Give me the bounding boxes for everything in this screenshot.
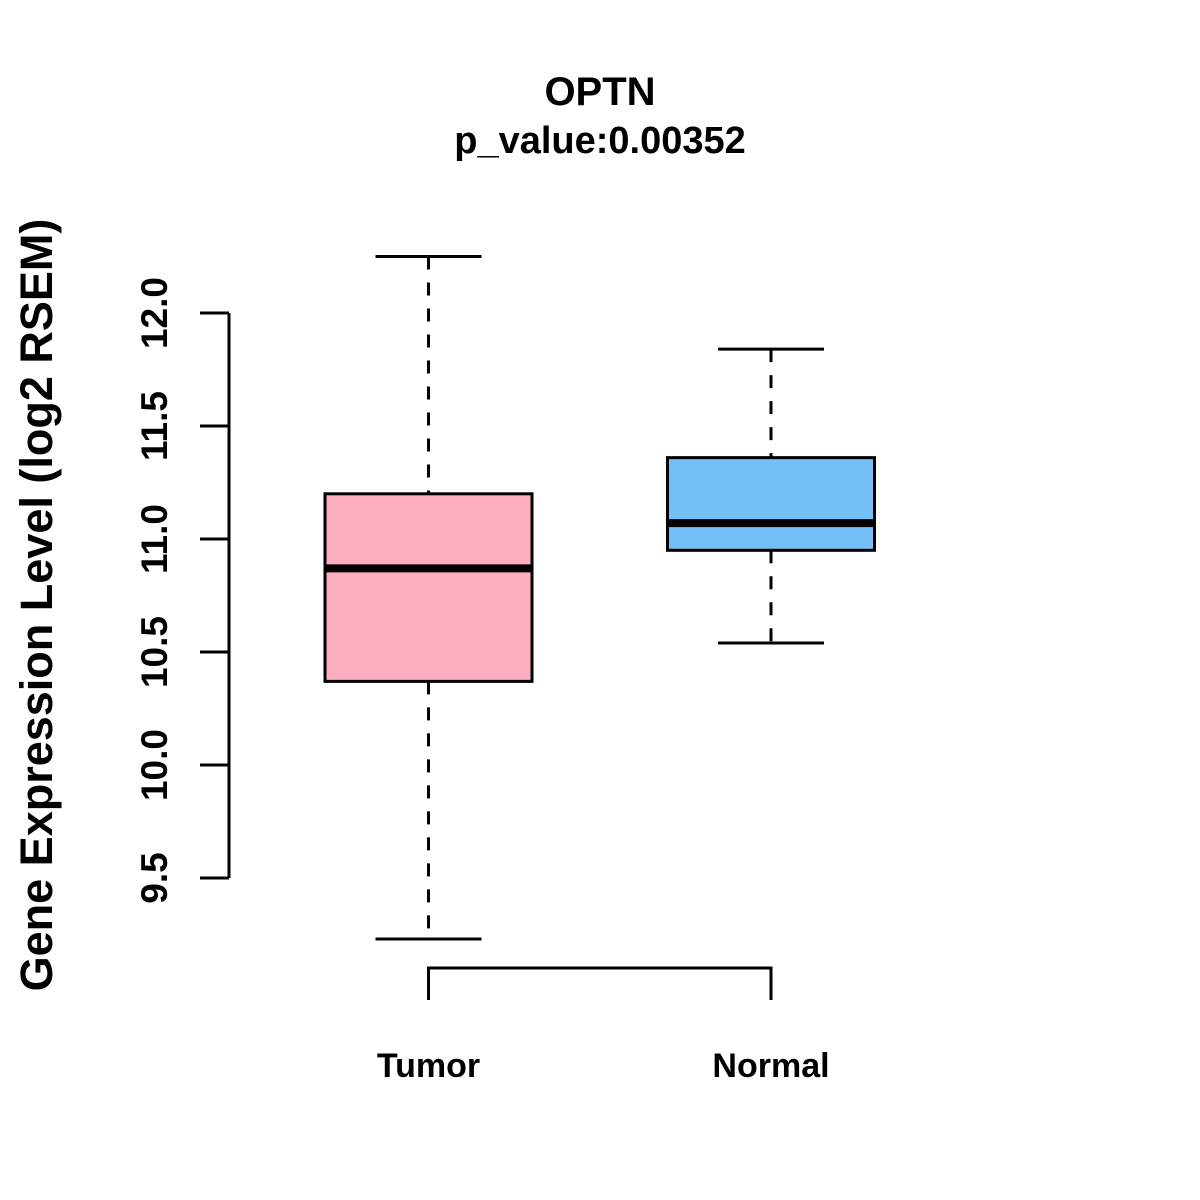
y-tick-label: 9.5 <box>134 852 175 903</box>
tumor-box <box>323 492 534 683</box>
chart-title: OPTN <box>544 70 655 114</box>
x-category-label-normal: Normal <box>712 1047 829 1085</box>
y-tick-label: 10.5 <box>134 616 175 688</box>
y-tick-label: 10.0 <box>134 729 175 801</box>
plot-area: Tumor Normal <box>323 255 876 1085</box>
y-tick-label: 11.5 <box>134 391 175 461</box>
y-tick-label: 11.0 <box>134 504 175 574</box>
normal-box <box>666 456 876 552</box>
chart-subtitle: p_value:0.00352 <box>454 120 746 162</box>
y-tick-label: 12.0 <box>134 277 175 349</box>
y-axis: 9.5 10.0 10.5 11.0 11.5 12.0 <box>134 277 231 904</box>
x-category-label-tumor: Tumor <box>377 1047 480 1085</box>
comparison-bracket <box>427 966 773 1000</box>
y-axis-label: Gene Expression Level (log2 RSEM) <box>11 219 62 992</box>
